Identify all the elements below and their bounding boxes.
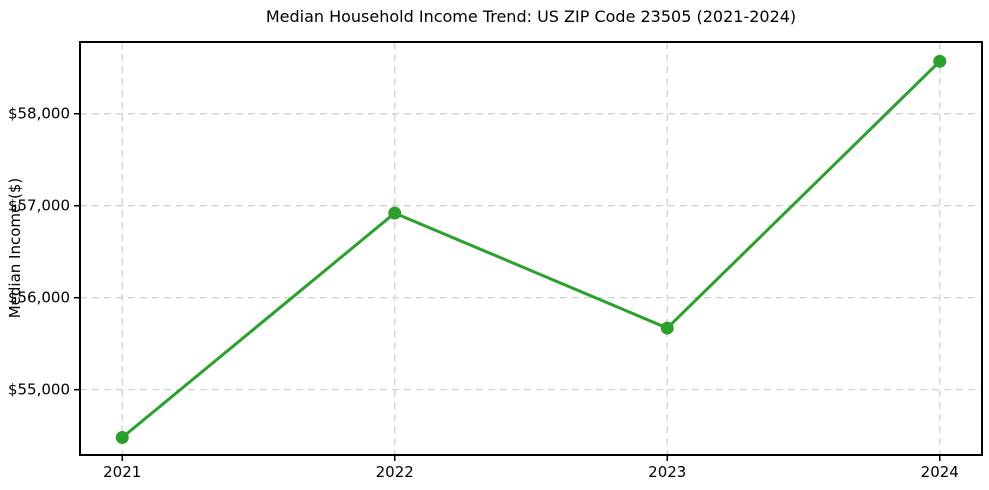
trend-line [120,59,942,440]
x-tick-label: 2022 [376,463,414,481]
data-point [388,206,402,220]
data-point [115,431,129,445]
y-tick-label: $56,000 [8,289,70,307]
y-tick-label: $55,000 [8,381,70,399]
x-tick-label: 2023 [648,463,686,481]
chart-title: Median Household Income Trend: US ZIP Co… [265,7,797,26]
axes-spines [79,41,983,456]
data-point [933,54,947,68]
data-point [660,321,674,335]
y-tick-label: $58,000 [8,105,70,123]
x-tick-label: 2024 [921,463,959,481]
y-tick-label: $57,000 [8,197,70,215]
x-tick-label: 2021 [103,463,141,481]
